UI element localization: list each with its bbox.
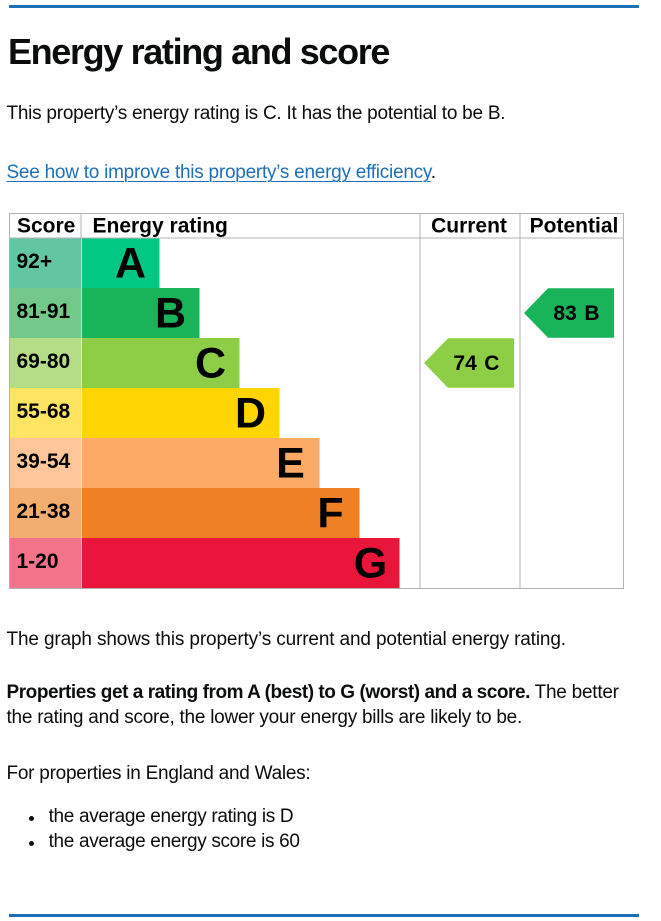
svg-text:G: G [353,539,386,587]
svg-text:55-68: 55-68 [16,400,70,423]
svg-text:Score: Score [17,214,75,237]
svg-text:Current: Current [431,214,507,237]
svg-text:83: 83 [553,302,576,325]
svg-text:B: B [154,289,185,337]
svg-text:F: F [317,489,343,537]
svg-text:Energy rating: Energy rating [92,214,227,237]
svg-text:21-38: 21-38 [16,500,70,523]
svg-text:81-91: 81-91 [16,300,70,323]
svg-text:A: A [114,239,145,287]
svg-text:Potential: Potential [529,214,618,237]
svg-text:E: E [276,439,305,487]
svg-text:C: C [194,339,225,387]
svg-text:39-54: 39-54 [16,450,70,473]
svg-text:74: 74 [453,352,477,375]
svg-text:B: B [584,302,599,325]
svg-text:D: D [234,389,265,437]
svg-text:C: C [484,352,499,375]
svg-text:92+: 92+ [16,250,52,273]
svg-text:69-80: 69-80 [16,350,70,373]
svg-text:1-20: 1-20 [16,550,58,573]
